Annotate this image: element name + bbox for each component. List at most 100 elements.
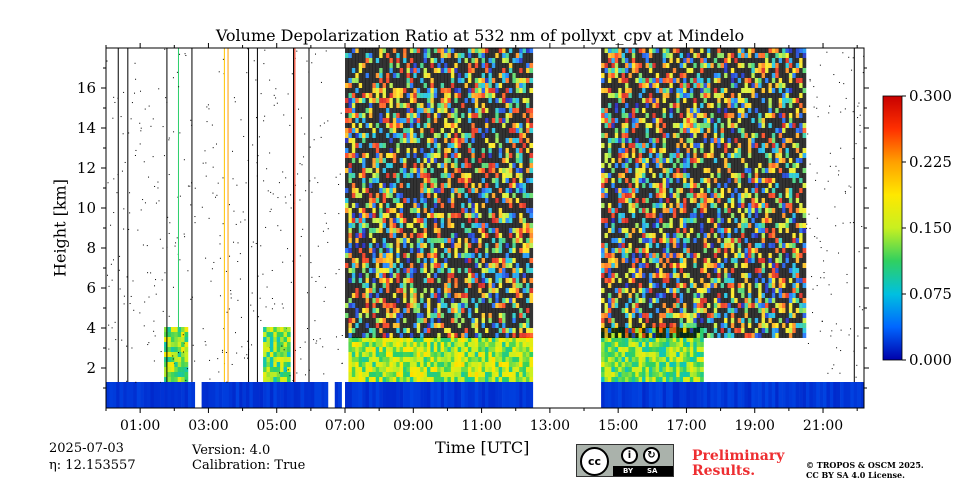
noise-cell (426, 133, 431, 138)
noise-cell (614, 208, 619, 213)
noise-cell (409, 258, 414, 263)
noise-cell (444, 303, 448, 308)
dust-layer-cell (177, 342, 182, 347)
noise-cell (423, 123, 428, 128)
dust-layer-cell (406, 362, 411, 367)
boundary-layer-cell (406, 382, 411, 408)
noise-cell (399, 73, 404, 78)
noise-cell (611, 213, 616, 218)
noise-cell (433, 238, 438, 243)
noise-cell (409, 108, 414, 113)
dust-layer-cell (167, 342, 172, 347)
noise-cell (430, 273, 435, 278)
noise-cell (515, 283, 520, 288)
dust-layer-cell (375, 377, 380, 382)
dust-layer-cell (269, 367, 274, 372)
noise-cell (621, 218, 626, 223)
noise-cell (604, 158, 609, 163)
dust-layer-cell (416, 377, 421, 382)
dust-layer-cell (283, 367, 288, 372)
noise-cell (420, 258, 424, 263)
noise-cell (512, 193, 517, 198)
noise-cell (392, 318, 397, 323)
noise-cell (351, 218, 356, 223)
noise-cell (621, 288, 626, 293)
dust-layer-cell (471, 362, 476, 367)
noise-cell (351, 298, 356, 303)
noise-cell (515, 288, 520, 293)
noise-cell (416, 133, 421, 138)
noise-cell (358, 208, 363, 213)
noise-cell (525, 248, 530, 253)
noise-cell (488, 98, 493, 103)
noise-cell (409, 118, 414, 123)
noise-cell (611, 293, 616, 298)
dust-layer-cell (426, 377, 431, 382)
noise-cell (522, 303, 527, 308)
noise-cell (355, 333, 359, 338)
noise-cell (403, 178, 407, 183)
noise-cell (525, 193, 530, 198)
noise-cell (444, 103, 448, 108)
noise-cell (450, 148, 455, 153)
dust-layer-cell (461, 347, 465, 352)
noise-cell (368, 248, 373, 253)
dust-layer-cell (375, 357, 380, 362)
noise-cell (525, 188, 530, 193)
boundary-layer-cell (447, 382, 452, 408)
speckle-point (121, 339, 123, 341)
noise-cell (375, 133, 380, 138)
noise-cell (362, 258, 366, 263)
noise-cell (437, 108, 441, 113)
noise-cell (444, 258, 448, 263)
noise-cell (409, 273, 414, 278)
noise-cell (505, 108, 510, 113)
noise-cell (512, 163, 517, 168)
noise-cell (512, 93, 517, 98)
noise-cell (406, 168, 411, 173)
noise-cell (409, 53, 414, 58)
dust-layer-cell (515, 347, 520, 352)
noise-cell (440, 253, 445, 258)
noise-cell (601, 313, 605, 318)
noise-cell (525, 73, 530, 78)
noise-cell (454, 258, 458, 263)
noise-cell (345, 223, 349, 228)
noise-cell (368, 318, 373, 323)
noise-cell (440, 73, 445, 78)
noise-cell (420, 328, 424, 333)
noise-cell (399, 308, 404, 313)
noise-cell (355, 178, 359, 183)
noise-cell (464, 118, 469, 123)
noise-cell (399, 248, 404, 253)
speckle-point (338, 213, 340, 215)
noise-cell (471, 168, 476, 173)
noise-cell (389, 153, 394, 158)
noise-cell (372, 243, 377, 248)
noise-cell (508, 83, 513, 88)
noise-cell (495, 73, 499, 78)
noise-cell (379, 243, 383, 248)
dust-layer-cell (430, 377, 435, 382)
noise-cell (464, 283, 469, 288)
dust-layer-cell (618, 362, 622, 367)
dust-layer-cell (174, 357, 179, 362)
boundary-layer-cell (624, 382, 629, 408)
noise-cell (508, 53, 513, 58)
noise-cell (525, 333, 530, 338)
noise-cell (365, 118, 370, 123)
noise-cell (607, 193, 612, 198)
noise-cell (502, 78, 506, 83)
noise-cell (351, 308, 356, 313)
noise-cell (529, 188, 534, 193)
noise-cell (396, 228, 400, 233)
noise-cell (444, 178, 448, 183)
boundary-layer-cell (478, 382, 482, 408)
noise-cell (379, 148, 383, 153)
noise-cell (529, 88, 534, 93)
dust-layer-cell (362, 352, 366, 357)
noise-cell (413, 203, 418, 208)
noise-cell (478, 268, 482, 273)
noise-cell (385, 153, 390, 158)
noise-cell (406, 113, 411, 118)
